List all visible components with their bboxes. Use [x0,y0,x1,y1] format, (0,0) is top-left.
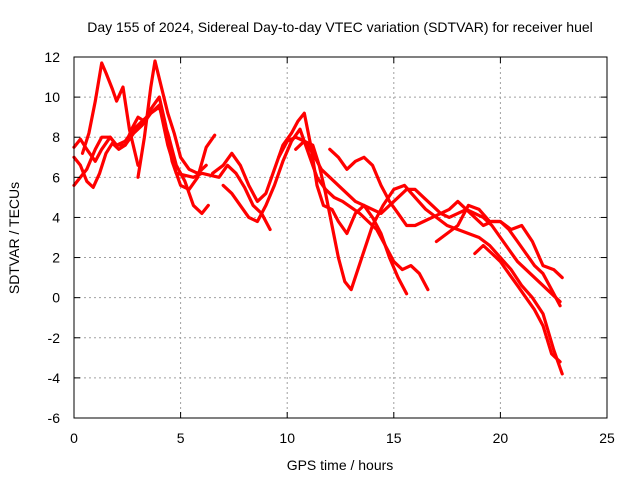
y-tick-label: 12 [44,49,60,65]
y-tick-label: 4 [52,209,60,225]
series-line-s10 [328,147,562,308]
y-tick-label: 10 [44,89,60,105]
y-tick-label: 6 [52,169,60,185]
x-tick-label: 25 [599,430,615,446]
series-line-s3 [72,95,217,191]
grid-lines [74,57,607,418]
x-tick-label: 5 [177,430,185,446]
series-line-s9 [294,139,564,376]
series-line-s12 [473,243,562,364]
series-line-s6 [211,111,409,296]
x-tick-label: 20 [493,430,509,446]
y-axis-label: SDTVAR / TECUs [6,182,22,294]
chart-title: Day 155 of 2024, Sidereal Day-to-day VTE… [87,19,593,35]
x-tick-label: 15 [386,430,402,446]
x-tick-label: 10 [279,430,295,446]
y-tick-label: -4 [48,370,61,386]
y-tick-label: 8 [52,129,60,145]
series-line-s8 [277,135,562,304]
y-tick-label: 0 [52,290,60,306]
y-tick-label: -2 [48,330,61,346]
series-line-s4 [80,61,140,167]
x-axis: 0 5 10 15 20 25 [70,57,615,446]
y-axis: -6 -4 -2 0 2 4 6 8 10 12 [44,49,607,426]
y-tick-label: -6 [48,410,61,426]
series-group [72,59,564,376]
plot-frame [73,56,608,419]
series-line-s11 [434,203,564,280]
x-axis-label: GPS time / hours [287,457,394,473]
x-tick-label: 0 [70,430,78,446]
y-tick-label: 2 [52,250,60,266]
series-line-s2 [72,105,210,215]
series-line-s5 [136,59,208,179]
